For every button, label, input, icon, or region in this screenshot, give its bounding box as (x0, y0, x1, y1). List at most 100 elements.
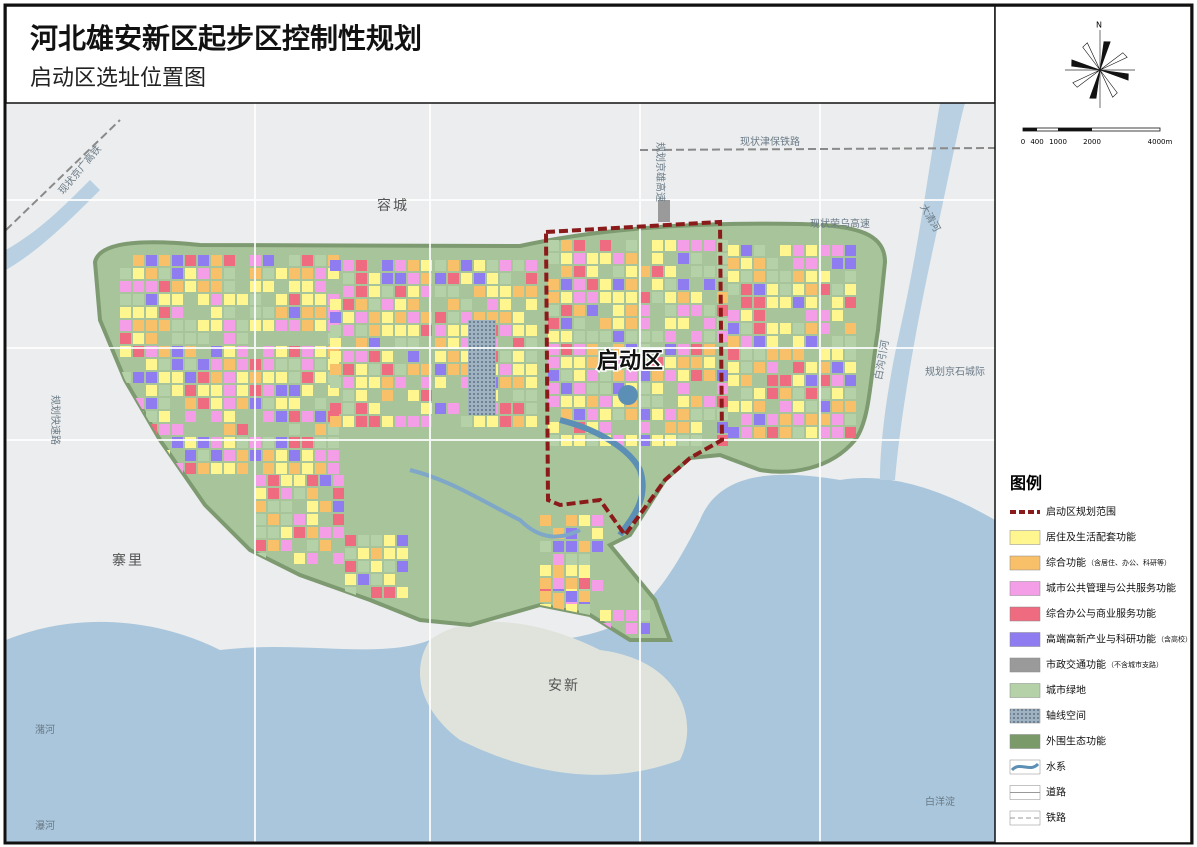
land-block (832, 258, 843, 269)
land-block (704, 266, 715, 277)
land-block (587, 253, 598, 264)
land-block (369, 416, 380, 427)
land-block (371, 548, 382, 559)
land-block (133, 320, 144, 331)
land-block (561, 279, 572, 290)
land-block (133, 346, 144, 357)
legend-label: 轴线空间 (1046, 709, 1086, 722)
land-block (548, 344, 559, 355)
land-block (315, 398, 326, 409)
land-block (302, 307, 313, 318)
land-block (276, 463, 287, 474)
land-block (276, 450, 287, 461)
land-block (513, 351, 524, 362)
land-block (356, 338, 367, 349)
land-block (639, 370, 650, 381)
land-block (665, 279, 676, 290)
land-block (767, 271, 778, 282)
legend-swatch (1009, 708, 1041, 724)
land-block (806, 258, 817, 269)
land-block (395, 416, 406, 427)
land-block (526, 299, 537, 310)
land-block (315, 424, 326, 435)
legend-label: 水系 (1046, 761, 1066, 773)
land-block (330, 377, 341, 388)
land-block (302, 437, 313, 448)
land-block (754, 284, 765, 295)
land-block (289, 450, 300, 461)
legend-label: 综合功能 (1046, 556, 1086, 569)
land-block (561, 357, 572, 368)
land-block (315, 268, 326, 279)
land-block (741, 427, 752, 438)
land-block (328, 424, 339, 435)
land-block (665, 344, 676, 355)
land-block (146, 385, 157, 396)
land-block (397, 548, 408, 559)
land-block (281, 475, 292, 486)
land-block (574, 266, 585, 277)
land-block (704, 357, 715, 368)
land-block (845, 271, 856, 282)
land-block (461, 273, 472, 284)
land-block (832, 310, 843, 321)
scale-label: 4000m (1148, 138, 1173, 146)
land-block (754, 349, 765, 360)
land-block (613, 370, 624, 381)
land-block (741, 362, 752, 373)
land-block (548, 370, 559, 381)
land-block (819, 388, 830, 399)
land-block (237, 463, 248, 474)
land-block (767, 427, 778, 438)
land-block (704, 305, 715, 316)
land-block (435, 312, 446, 323)
land-block (540, 541, 551, 552)
land-block (845, 323, 856, 334)
land-block (819, 362, 830, 373)
land-block (626, 305, 637, 316)
land-block (330, 364, 341, 375)
land-block (289, 437, 300, 448)
legend-swatch (1009, 657, 1041, 673)
land-block (382, 286, 393, 297)
land-block (159, 307, 170, 318)
land-block (382, 273, 393, 284)
land-block (819, 401, 830, 412)
land-block (678, 305, 689, 316)
land-block (289, 398, 300, 409)
land-block (159, 294, 170, 305)
land-block (343, 416, 354, 427)
land-block (754, 427, 765, 438)
land-block (553, 593, 564, 604)
land-block (526, 338, 537, 349)
land-block (263, 437, 274, 448)
land-block (307, 527, 318, 538)
land-block (146, 411, 157, 422)
land-block (561, 370, 572, 381)
land-block (198, 359, 209, 370)
land-block (613, 331, 624, 342)
land-block (704, 240, 715, 251)
legend-label: 铁路 (1046, 811, 1066, 824)
legend-label: 城市公共管理与公共服务功能 (1046, 582, 1176, 595)
land-block (343, 403, 354, 414)
land-block (574, 318, 585, 329)
land-block (704, 344, 715, 355)
land-block (487, 299, 498, 310)
land-block (382, 312, 393, 323)
land-block (302, 372, 313, 383)
land-block (133, 255, 144, 266)
land-block (613, 357, 624, 368)
legend-label: 综合办公与商业服务功能 (1046, 607, 1156, 620)
title: 河北雄安新区起步区控制性规划 (30, 22, 422, 55)
land-block (819, 414, 830, 425)
land-block (819, 427, 830, 438)
land-block (728, 245, 739, 256)
land-block (159, 320, 170, 331)
land-block (500, 351, 511, 362)
land-block (691, 240, 702, 251)
land-block (289, 268, 300, 279)
land-block (592, 580, 603, 591)
land-block (255, 514, 266, 525)
land-block (526, 416, 537, 427)
